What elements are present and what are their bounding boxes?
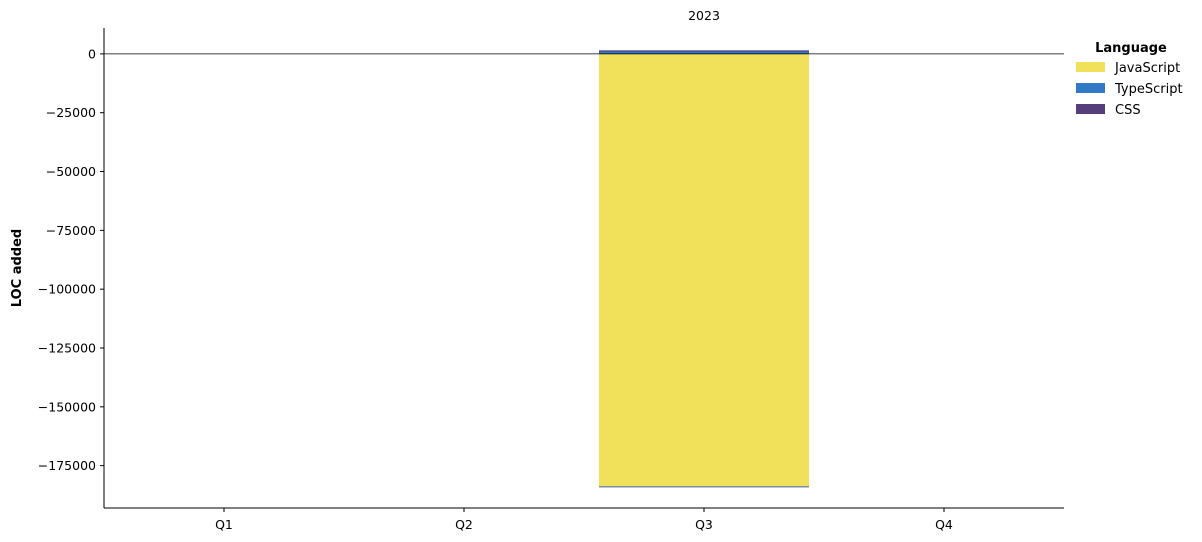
legend: Language JavaScript TypeScript CSS [1076,41,1183,118]
y-tick-label: −25000 [46,105,96,120]
y-tick-label: 0 [88,46,96,61]
y-tick-label: −150000 [38,399,96,414]
bar-typescript-q3 [599,51,809,54]
x-tick-label: Q1 [215,517,233,532]
legend-swatch-typescript [1076,83,1105,93]
x-tick-label: Q2 [455,517,473,532]
bar-css-q3 [599,50,809,52]
legend-label-typescript: TypeScript [1114,82,1183,97]
chart-title: 2023 [688,8,720,23]
y-tick-label: −100000 [38,282,96,297]
x-tick-label: Q3 [695,517,713,532]
legend-title: Language [1095,41,1167,56]
y-tick-label: −125000 [38,341,96,356]
bars-group [599,50,809,488]
y-tick-label: −175000 [38,458,96,473]
legend-label-javascript: JavaScript [1114,61,1180,76]
legend-swatch-javascript [1076,62,1105,72]
y-tick-label: −75000 [46,223,96,238]
legend-label-css: CSS [1115,103,1141,118]
legend-swatch-css [1076,104,1105,114]
y-ticks: 0 −25000 −50000 −75000 −100000 −125000 −150000… [38,46,104,473]
bar-javascript-q3 [599,53,809,487]
x-tick-label: Q4 [935,517,953,532]
y-tick-label: −50000 [46,164,96,179]
y-axis-label: LOC added [10,229,25,307]
x-ticks: Q1 Q2 Q3 Q4 [215,508,953,532]
